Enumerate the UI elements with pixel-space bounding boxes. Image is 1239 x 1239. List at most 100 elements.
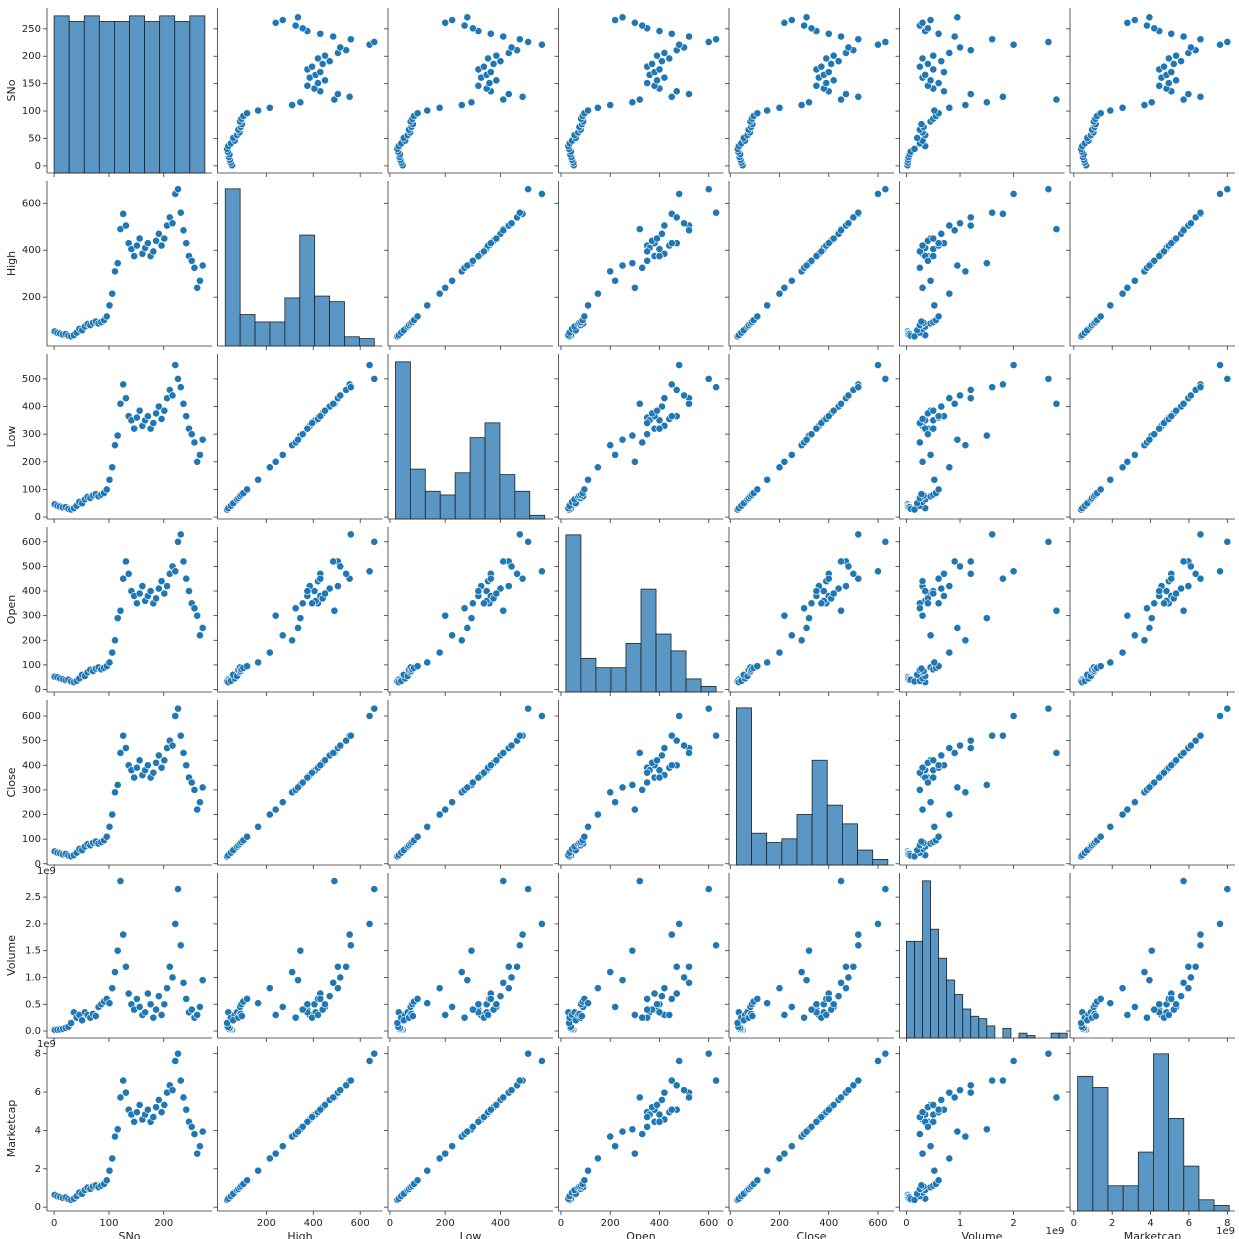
scatter-point (486, 574, 495, 583)
scatter-point (105, 999, 114, 1008)
scatter-point (193, 283, 202, 292)
scatter-point (254, 106, 263, 115)
scatter-point (160, 234, 169, 243)
scatter-point (638, 438, 647, 447)
scatter-point (655, 416, 664, 425)
scatter-point (653, 1101, 661, 1109)
scatter-point (787, 1003, 796, 1011)
scatter-point (940, 87, 948, 96)
scatter-point (496, 992, 505, 1001)
scatter-point (824, 239, 833, 248)
scatter-point (966, 46, 975, 55)
scatter-point (1223, 885, 1232, 893)
scatter-point (618, 783, 627, 792)
scatter-point (1150, 599, 1159, 608)
histogram-bar (735, 707, 752, 866)
scatter-point (780, 1011, 789, 1019)
x-axis-title: Open (626, 1230, 655, 1239)
y-offset-label: 1e9 (37, 866, 56, 877)
scatter-point (152, 594, 160, 603)
scatter-point (196, 798, 204, 807)
scatter-point (108, 1154, 117, 1163)
scatter-point (1223, 38, 1232, 46)
scatter-point (672, 989, 681, 998)
scatter-point (780, 611, 789, 620)
scatter-point (1140, 968, 1149, 977)
scatter-point (658, 751, 666, 760)
scatter-point (1143, 1013, 1151, 1022)
x-axis-title: Volume (962, 1230, 1003, 1239)
x-axis-title: Close (797, 1230, 827, 1239)
scatter-point (149, 768, 158, 777)
scatter-point (844, 973, 853, 982)
x-tick-label: 1 (957, 1218, 963, 1229)
x-axis-title: Marketcap (1124, 1230, 1182, 1239)
scatter-point (712, 1076, 721, 1085)
scatter-point (135, 1101, 144, 1109)
scatter-point (929, 424, 938, 433)
scatter-point (463, 624, 472, 632)
scatter-point (775, 648, 784, 657)
scatter-point (198, 261, 207, 270)
histogram-bar (970, 1015, 980, 1039)
scatter-point (265, 463, 274, 472)
scatter-point (945, 103, 954, 112)
y-tick-label: 400 (22, 586, 41, 597)
scatter-point (334, 582, 342, 591)
scatter-point (822, 54, 831, 63)
scatter-point (929, 252, 938, 261)
scatter-point (122, 221, 130, 230)
scatter-point (278, 1003, 287, 1011)
scatter-point (1009, 361, 1018, 369)
scatter-point (854, 35, 863, 44)
y-tick-label: 600 (22, 198, 41, 209)
x-tick-label: 600 (699, 1218, 718, 1229)
scatter-point (518, 574, 527, 583)
scatter-point (934, 832, 943, 841)
scatter-point (594, 810, 602, 819)
scatter-point (108, 463, 117, 472)
scatter-point (675, 1057, 684, 1065)
histogram-bar (857, 849, 874, 866)
scatter-point (966, 386, 975, 394)
scatter-point (921, 70, 930, 79)
scatter-point (655, 65, 664, 74)
scatter-point (196, 276, 204, 285)
scatter-point (1145, 624, 1154, 632)
scatter-point (667, 239, 676, 248)
scatter-point (435, 810, 444, 819)
scatter-point (660, 221, 669, 230)
scatter-point (655, 252, 664, 261)
scatter-point (413, 832, 422, 841)
x-tick-label: 200 (436, 1218, 455, 1229)
y-tick-label: 100 (22, 834, 41, 845)
scatter-point (278, 631, 287, 640)
scatter-point (196, 1003, 204, 1011)
scatter-point (105, 475, 114, 484)
scatter-point (802, 976, 811, 985)
scatter-point (492, 76, 501, 85)
scatter-point (842, 984, 850, 993)
histogram-bar (454, 472, 471, 520)
scatter-point (538, 712, 546, 720)
scatter-point (489, 60, 498, 68)
scatter-point (448, 1003, 457, 1011)
scatter-point (628, 98, 637, 107)
scatter-point (653, 406, 661, 415)
x-tick-label: 200 (154, 1218, 173, 1229)
scatter-point (111, 968, 119, 977)
scatter-point (998, 92, 1007, 101)
scatter-point (988, 208, 997, 217)
scatter-point (667, 1076, 676, 1085)
scatter-point (149, 419, 158, 427)
scatter-point (929, 406, 938, 415)
scatter-point (524, 537, 533, 546)
scatter-point (660, 744, 669, 752)
scatter-point (837, 95, 845, 104)
scatter-point (643, 430, 652, 439)
scatter-point (638, 785, 647, 794)
scatter-point (1096, 994, 1105, 1003)
y-tick-label: 300 (22, 429, 41, 440)
x-tick-label: 0 (1071, 1218, 1077, 1229)
scatter-point (1184, 962, 1193, 971)
